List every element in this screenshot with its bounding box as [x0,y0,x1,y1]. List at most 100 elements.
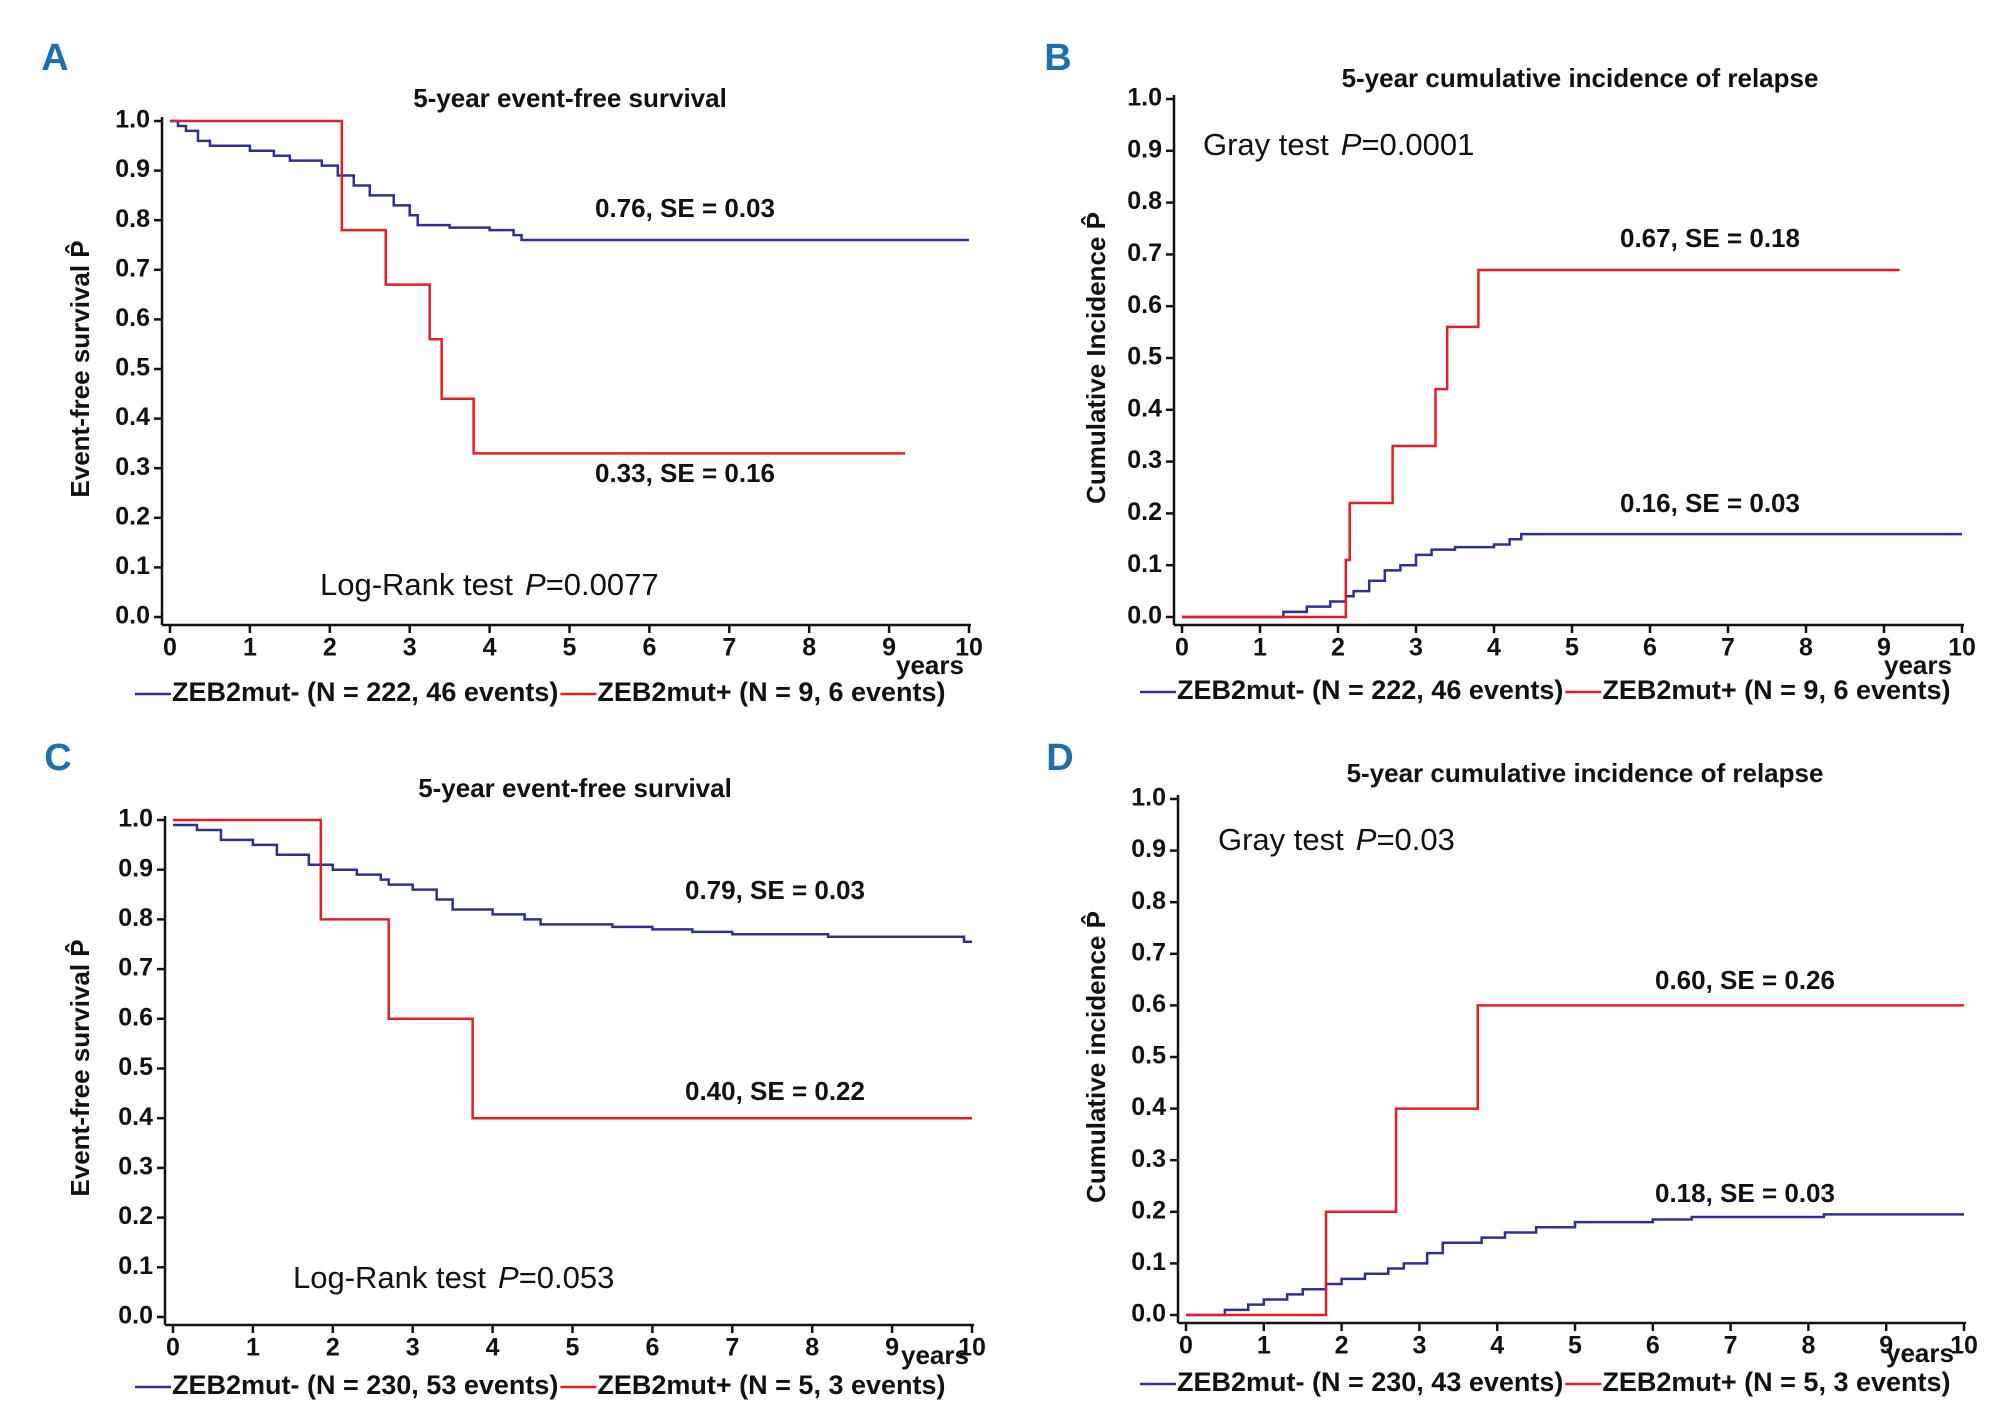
legend-label: ZEB2mut+ (N = 9, 6 events) [597,677,945,707]
y-tick-label: 0.7 [115,254,150,282]
x-tick-label: 10 [1950,1332,1978,1360]
y-axis-label: Event-free survival P̂ [64,939,95,1196]
x-tick-label: 7 [722,634,736,662]
y-tick-label: 0.1 [118,1252,153,1280]
test-p: P [1356,822,1377,857]
test-value: =0.0077 [546,567,659,602]
x-axis-label: years [896,650,964,680]
test-annotation: Gray test P=0.0001 [1203,127,1474,162]
panel-letter: A [41,37,68,79]
y-tick-label: 0.7 [1127,239,1162,267]
test-annotation: Log-Rank test P=0.053 [293,1260,614,1295]
y-tick-label: 0.6 [115,304,150,332]
x-tick-label: 7 [1724,1332,1738,1360]
legend-label: ZEB2mut+ (N = 9, 6 events) [1602,675,1950,705]
x-tick-label: 6 [645,1334,659,1362]
survival-curve [173,818,972,1120]
y-tick-label: 0.4 [115,403,150,431]
legend-label: ZEB2mut- (N = 230, 43 events) [1177,1367,1563,1397]
test-p: P [1341,127,1362,162]
x-tick-label: 9 [1877,634,1891,662]
y-tick-label: 0.7 [118,954,153,982]
y-tick-label: 0.6 [1127,291,1162,319]
y-tick-label: 0.5 [1131,1042,1166,1070]
x-tick-label: 5 [563,634,577,662]
chart-title: 5-year cumulative incidence of relapse [1342,63,1819,93]
x-tick-label: 2 [1335,1332,1349,1360]
x-tick-label: 3 [406,1334,420,1362]
y-tick-label: 0.2 [1127,498,1162,526]
survival-curve [170,119,906,455]
curve-label: 0.76, SE = 0.03 [595,193,775,223]
x-tick-label: 2 [323,634,337,662]
survival-curve [1182,532,1962,619]
y-tick-label: 0.5 [115,354,150,382]
x-tick-label: 3 [403,634,417,662]
x-tick-label: 1 [1253,634,1267,662]
curve-label: 0.18, SE = 0.03 [1655,1178,1835,1208]
y-tick-label: 0.8 [1127,187,1162,215]
y-tick-label: 0.4 [1131,1093,1166,1121]
legend-label: ZEB2mut- (N = 222, 46 events) [1177,675,1563,705]
survival-curve [1186,1004,1964,1317]
x-tick-label: 5 [1565,634,1579,662]
test-name: Gray test [1218,822,1344,857]
y-tick-label: 0.9 [115,155,150,183]
x-axis-label: years [1884,650,1952,680]
test-name: Log-Rank test [320,567,513,602]
x-tick-label: 9 [1879,1332,1893,1360]
legend-label: ZEB2mut- (N = 222, 46 events) [172,677,558,707]
y-tick-label: 0.7 [1131,938,1166,966]
y-tick-label: 0.5 [118,1053,153,1081]
y-axis-label: Cumulative incidence P̂ [1080,911,1111,1203]
x-tick-label: 5 [1568,1332,1582,1360]
test-value: =0.053 [519,1260,615,1295]
x-tick-label: 8 [1801,1332,1815,1360]
x-tick-label: 6 [642,634,656,662]
x-tick-label: 0 [163,634,177,662]
legend-label: ZEB2mut+ (N = 5, 3 events) [1602,1367,1950,1397]
x-tick-label: 4 [486,1334,500,1362]
y-axis-label: Event-free survival P̂ [64,240,95,497]
x-tick-label: 10 [958,1334,986,1362]
y-tick-label: 0.6 [1131,990,1166,1018]
chart-title: 5-year event-free survival [418,773,732,803]
y-tick-label: 1.0 [118,805,153,833]
test-p: P [525,567,546,602]
y-tick-label: 0.0 [115,602,150,630]
test-name: Gray test [1203,127,1329,162]
test-name: Log-Rank test [293,1260,486,1295]
y-tick-label: 0.3 [1131,1145,1166,1173]
x-tick-label: 3 [1412,1332,1426,1360]
y-tick-label: 0.8 [115,205,150,233]
y-tick-label: 0.1 [115,552,150,580]
x-axis-label: years [1886,1338,1954,1368]
curve-label: 0.16, SE = 0.03 [1620,488,1800,518]
curve-label: 0.40, SE = 0.22 [685,1076,865,1106]
x-tick-label: 0 [1179,1332,1193,1360]
x-tick-label: 1 [246,1334,260,1362]
x-tick-label: 6 [1643,634,1657,662]
y-tick-label: 1.0 [1127,84,1162,112]
x-tick-label: 8 [1799,634,1813,662]
x-tick-label: 4 [1487,634,1501,662]
y-tick-label: 0.0 [1127,602,1162,630]
survival-curve [170,119,969,242]
y-axis-label: Cumulative Incidence P̂ [1080,212,1111,504]
x-tick-label: 1 [1257,1332,1271,1360]
x-tick-label: 6 [1646,1332,1660,1360]
x-tick-label: 4 [483,634,497,662]
survival-curve [1182,268,1900,619]
y-tick-label: 1.0 [115,106,150,134]
x-tick-label: 3 [1409,634,1423,662]
y-tick-label: 0.9 [118,854,153,882]
y-tick-label: 0.4 [118,1103,153,1131]
curve-label: 0.67, SE = 0.18 [1620,223,1800,253]
chart-title: 5-year event-free survival [413,83,727,113]
y-tick-label: 0.3 [1127,446,1162,474]
test-annotation: Gray test P=0.03 [1218,822,1455,857]
chart-title: 5-year cumulative incidence of relapse [1347,758,1824,788]
x-tick-label: 7 [1721,634,1735,662]
x-tick-label: 10 [955,634,983,662]
